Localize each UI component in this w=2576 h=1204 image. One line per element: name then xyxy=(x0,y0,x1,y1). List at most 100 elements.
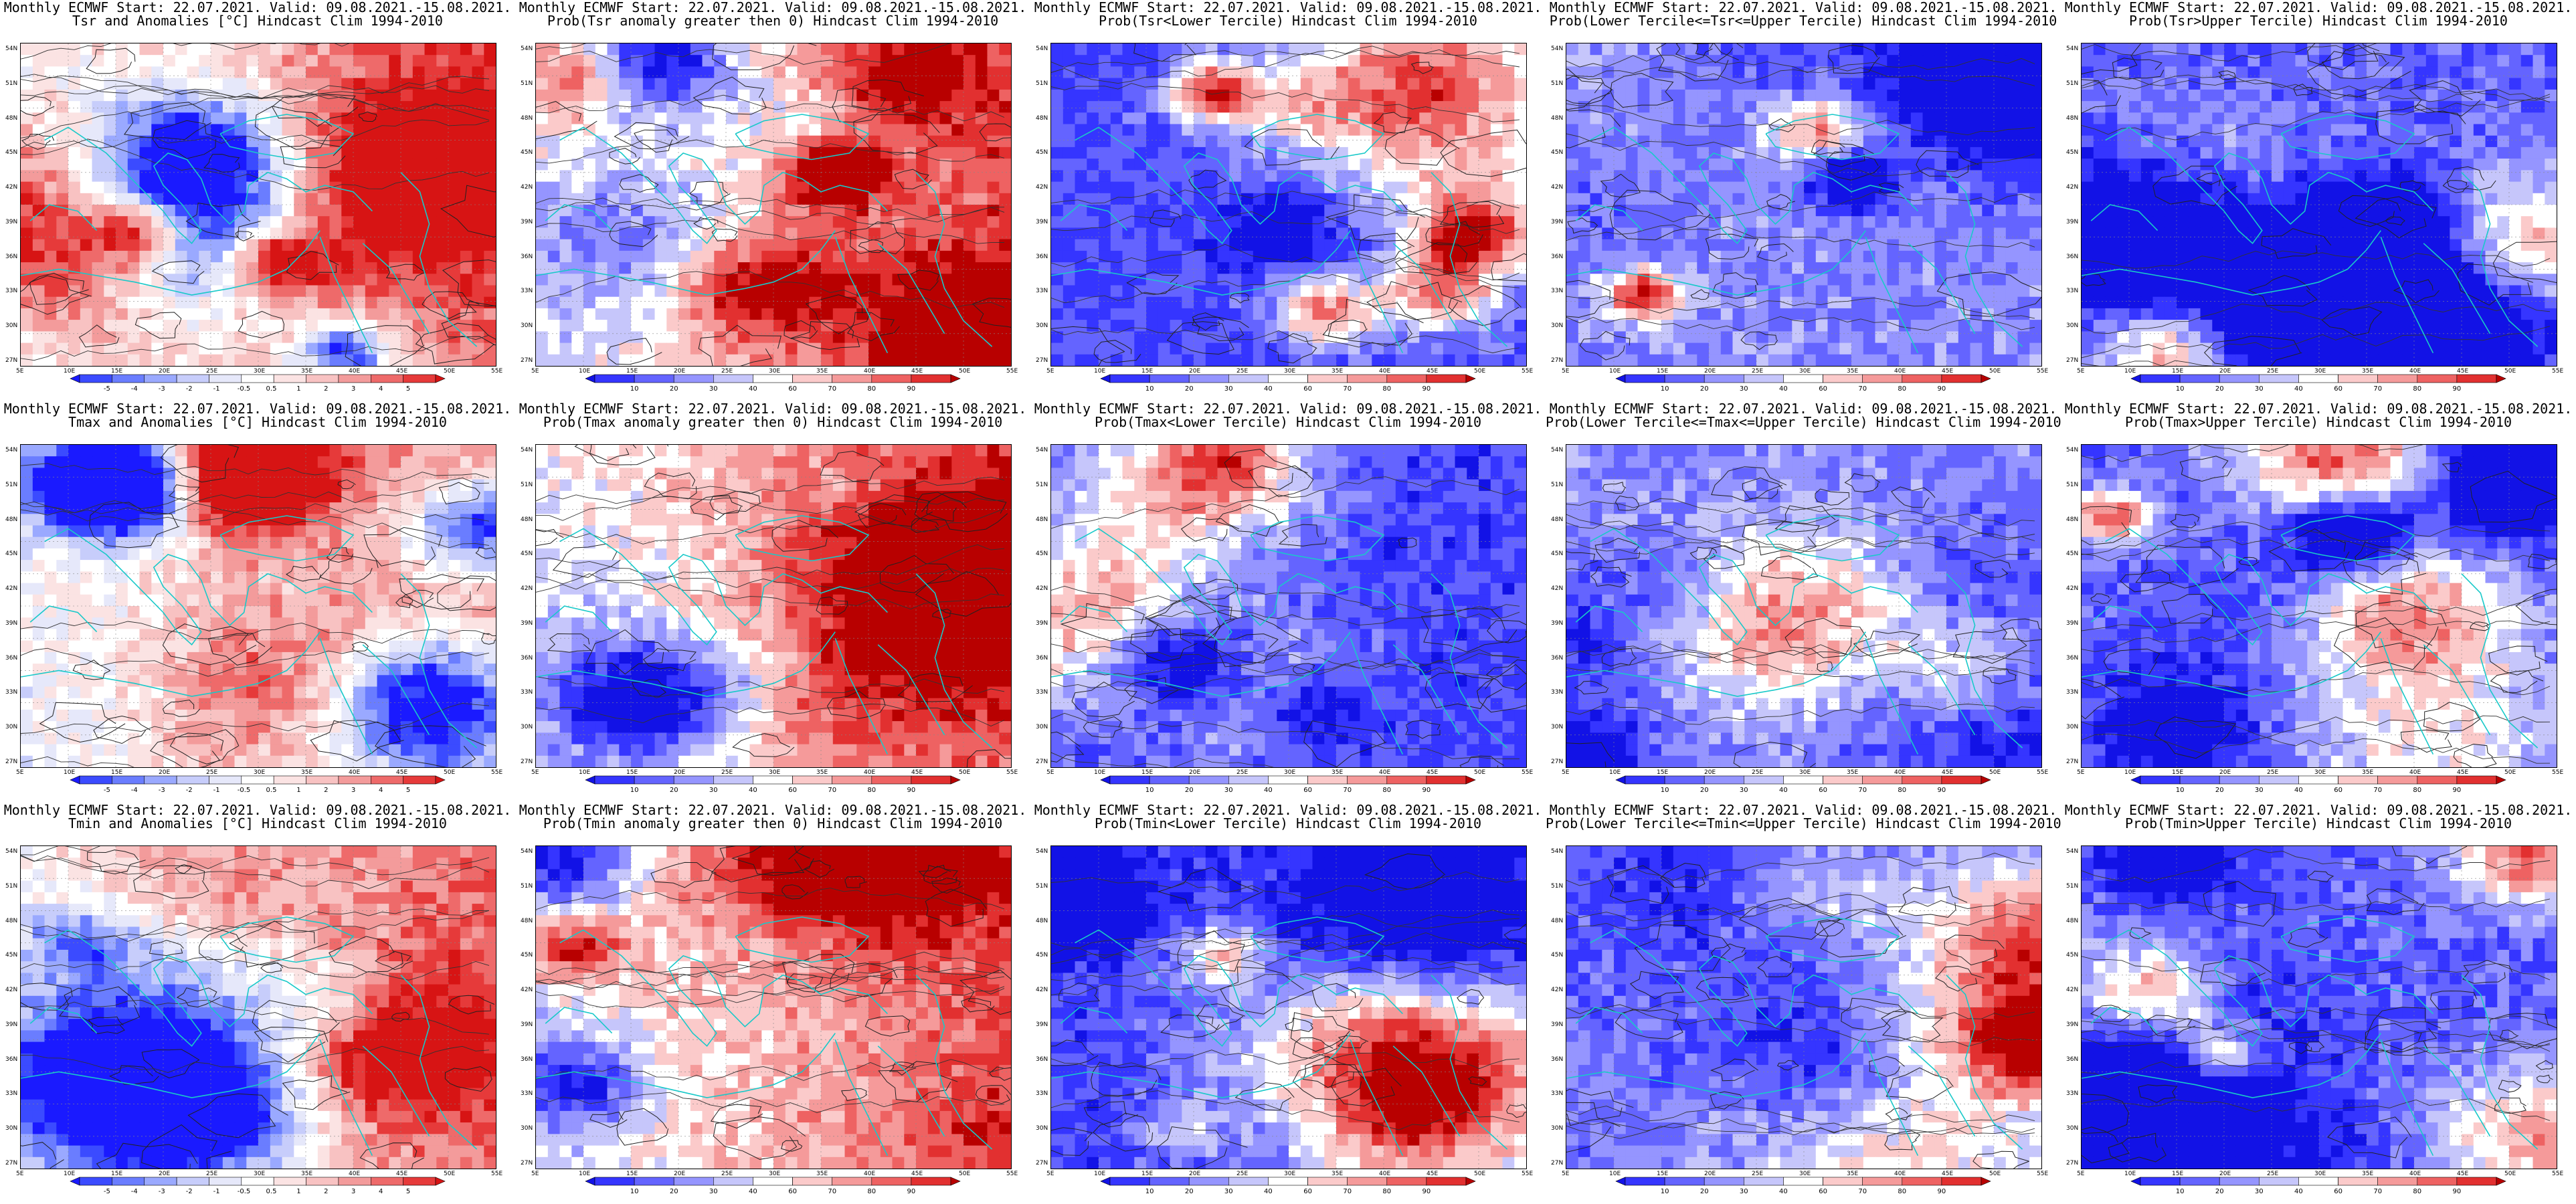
latitude-tick-label: 51N xyxy=(521,481,533,488)
colorbar-tick-label: 90 xyxy=(1422,787,1431,794)
longitude-tick-label: 35E xyxy=(1847,368,1859,375)
colorbar-tick-label: 10 xyxy=(2176,787,2185,794)
colorbar-high-arrow xyxy=(435,374,446,383)
colorbar-swatch xyxy=(1941,1177,1982,1186)
panel-title-line1: Monthly ECMWF Start: 22.07.2021. Valid: … xyxy=(519,0,1027,15)
longitude-tick-label: 5E xyxy=(2077,368,2085,375)
colorbar-tick-label: 10 xyxy=(1661,1188,1669,1195)
longitude-tick-label: 15E xyxy=(2172,368,2184,375)
colorbar-swatch xyxy=(144,1177,177,1186)
colorbar-tick-label: 70 xyxy=(2373,1188,2382,1195)
latitude-tick-label: 39N xyxy=(521,619,533,627)
longitude-tick-label: 5E xyxy=(1562,769,1570,776)
forecast-map-svg xyxy=(536,846,1011,1169)
colorbar-swatch xyxy=(1188,775,1229,785)
colorbar-low-arrow xyxy=(2130,1177,2141,1186)
colorbar-tick-label: 30 xyxy=(1224,787,1233,794)
longitude-tick-label: 40E xyxy=(1894,769,1906,776)
longitude-tick-label: 40E xyxy=(864,769,876,776)
latitude-tick-label: 30N xyxy=(521,724,533,731)
forecast-map xyxy=(535,845,1012,1169)
longitude-tick-label: 25E xyxy=(2267,1171,2279,1177)
longitude-tick-label: 55E xyxy=(2552,368,2564,375)
colorbar-swatch xyxy=(1386,775,1427,785)
colorbar-tick-label: 4 xyxy=(379,787,383,794)
longitude-tick-label: 30E xyxy=(1799,1171,1811,1177)
longitude-tick-label: 45E xyxy=(2457,368,2469,375)
colorbar-swatch xyxy=(1347,775,1388,785)
colorbar-swatch xyxy=(1188,374,1229,383)
longitude-tick-label: 55E xyxy=(2552,1171,2564,1177)
colorbar-tick-label: 5 xyxy=(406,385,410,393)
longitude-tick-label: 45E xyxy=(396,1171,408,1177)
colorbar-tick-label: 90 xyxy=(907,1188,916,1195)
colorbar-legend: -5 -4 -3 -2 -1 -0.5 0.5 1 2 3 4 5 xyxy=(70,1177,446,1195)
latitude-tick-label: 42N xyxy=(1551,585,1564,593)
colorbar-tick-label: 20 xyxy=(670,1188,678,1195)
colorbar-tick-label: -3 xyxy=(159,1188,165,1195)
colorbar-swatch xyxy=(2259,775,2299,785)
colorbar-tick-label: 10 xyxy=(2176,1188,2185,1195)
longitude-tick-label: 20E xyxy=(1704,368,1716,375)
longitude-tick-label: 50E xyxy=(1989,1171,2001,1177)
colorbar-swatch xyxy=(2179,775,2220,785)
forecast-map-svg xyxy=(1051,846,1526,1169)
forecast-map xyxy=(1050,43,1527,367)
latitude-tick-label: 33N xyxy=(1036,288,1048,295)
colorbar-svg: 10 20 30 40 60 70 80 90 xyxy=(1615,775,1991,794)
longitude-tick-label: 50E xyxy=(1474,1171,1486,1177)
colorbar-svg: 10 20 30 40 60 70 80 90 xyxy=(2130,1177,2506,1195)
longitude-tick-label: 5E xyxy=(16,769,24,776)
longitude-tick-label: 50E xyxy=(1474,368,1486,375)
panel-title-line1: Monthly ECMWF Start: 22.07.2021. Valid: … xyxy=(2064,401,2573,417)
longitude-tick-label: 35E xyxy=(816,368,828,375)
latitude-tick-label: 42N xyxy=(2066,987,2079,994)
latitude-tick-label: 51N xyxy=(5,80,18,87)
latitude-tick-label: 54N xyxy=(1551,45,1564,52)
colorbar-low-arrow xyxy=(1615,1177,1626,1186)
forecast-map xyxy=(2081,43,2557,367)
colorbar-swatch xyxy=(273,1177,306,1186)
forecast-panel: Monthly ECMWF Start: 22.07.2021. Valid: … xyxy=(2061,0,2576,401)
colorbar-tick-label: 3 xyxy=(351,1188,355,1195)
longitude-tick-label: 50E xyxy=(2504,1171,2516,1177)
longitude-tick-label: 55E xyxy=(491,769,503,776)
longitude-tick-label: 25E xyxy=(1752,1171,1764,1177)
colorbar-swatch xyxy=(911,1177,951,1186)
colorbar-swatch xyxy=(634,775,674,785)
colorbar-tick-label: 90 xyxy=(2453,385,2462,393)
longitude-tick-label: 30E xyxy=(1799,769,1811,776)
panel-title-line2: Prob(Tmax>Upper Tercile) Hindcast Clim 1… xyxy=(2125,414,2512,430)
colorbar-swatch xyxy=(2259,1177,2299,1186)
colorbar-tick-label: 80 xyxy=(1382,1188,1391,1195)
longitude-tick-label: 25E xyxy=(2267,368,2279,375)
colorbar-swatch xyxy=(2377,1177,2418,1186)
colorbar-swatch xyxy=(713,374,753,383)
colorbar-swatch xyxy=(2298,374,2338,383)
longitude-tick-label: 20E xyxy=(674,368,686,375)
colorbar-tick-label: 80 xyxy=(2413,385,2421,393)
colorbar-swatch xyxy=(1426,374,1467,383)
longitude-tick-label: 45E xyxy=(911,368,923,375)
colorbar-swatch xyxy=(1109,775,1150,785)
colorbar-tick-label: 80 xyxy=(1898,385,1906,393)
colorbar-tick-label: -2 xyxy=(186,787,193,794)
colorbar-tick-label: 20 xyxy=(670,385,678,393)
colorbar-swatch xyxy=(594,374,635,383)
latitude-tick-label: 45N xyxy=(521,149,533,157)
longitude-tick-label: 10E xyxy=(2124,368,2136,375)
latitude-tick-label: 45N xyxy=(1551,149,1564,157)
latitude-tick-label: 36N xyxy=(2066,1056,2079,1063)
longitude-tick-label: 40E xyxy=(1379,368,1391,375)
panel-title-line1: Monthly ECMWF Start: 22.07.2021. Valid: … xyxy=(3,401,512,417)
latitude-tick-label: 42N xyxy=(521,184,533,191)
latitude-tick-label: 39N xyxy=(1036,619,1048,627)
colorbar-tick-label: 10 xyxy=(1145,787,1154,794)
latitude-tick-label: 30N xyxy=(5,322,18,330)
longitude-tick-label: 15E xyxy=(1657,1171,1669,1177)
colorbar-legend: 10 20 30 40 60 70 80 90 xyxy=(2130,374,2506,393)
longitude-tick-label: 40E xyxy=(2409,368,2421,375)
longitude-tick-label: 35E xyxy=(1331,368,1344,375)
colorbar-tick-label: 60 xyxy=(1819,1188,1827,1195)
colorbar-swatch xyxy=(79,374,112,383)
